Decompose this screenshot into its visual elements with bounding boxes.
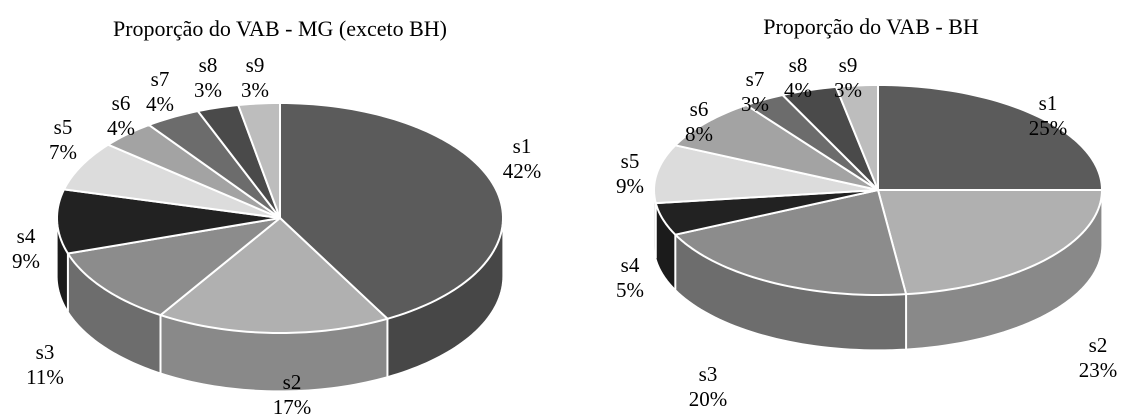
pie-0-slice-s3 bbox=[66, 217, 281, 317]
pie-1-label-s9: s9 bbox=[839, 53, 858, 77]
pie-1-slice-s7 bbox=[745, 93, 879, 191]
pie-0-value-s6: 4% bbox=[107, 116, 135, 140]
pie-0-value-s9: 3% bbox=[241, 78, 269, 102]
pie-0-value-s1: 42% bbox=[503, 159, 542, 183]
pie-1-slice-s5 bbox=[653, 144, 879, 205]
pie-1-slice-s8 bbox=[781, 85, 879, 191]
pie-1-label-s7: s7 bbox=[746, 67, 765, 91]
chart-title-bh: Proporção do VAB - BH bbox=[763, 14, 979, 39]
pie-1-value-s3: 20% bbox=[689, 387, 728, 411]
pie-1-value-s7: 3% bbox=[741, 92, 769, 116]
pie-0-value-s3: 11% bbox=[26, 365, 64, 389]
pie-1-slice-s2 bbox=[877, 189, 1103, 296]
pie-0-slice-s7 bbox=[147, 110, 281, 219]
pie-0-slice-s1 bbox=[279, 102, 504, 320]
pie-0-label-s8: s8 bbox=[199, 53, 218, 77]
pie-1-label-s2: s2 bbox=[1089, 333, 1108, 357]
pie-0-slice-s2 bbox=[159, 217, 389, 334]
pie-0-value-s7: 4% bbox=[146, 92, 174, 116]
pie-0-value-s5: 7% bbox=[49, 140, 77, 164]
pie-0-value-s4: 9% bbox=[12, 249, 40, 273]
pie-1-value-s4: 5% bbox=[616, 278, 644, 302]
pie-1-value-s5: 9% bbox=[616, 174, 644, 198]
pie-1-label-s6: s6 bbox=[690, 97, 709, 121]
pie-0-label-s3: s3 bbox=[36, 340, 55, 364]
pie-1-label-s3: s3 bbox=[699, 362, 718, 386]
pie-1-label-s1: s1 bbox=[1039, 91, 1058, 115]
pie-0-slice-s8 bbox=[196, 104, 281, 219]
pie-0-slice-s9 bbox=[237, 102, 281, 219]
pie-1-slice-s9 bbox=[835, 84, 879, 191]
pie-0-label-s7: s7 bbox=[151, 67, 170, 91]
pie-1-slice-s4 bbox=[654, 189, 879, 236]
pie-0-slice-s4 bbox=[56, 188, 281, 255]
pie-0-label-s9: s9 bbox=[246, 53, 265, 77]
pie-0-label-s6: s6 bbox=[112, 91, 131, 115]
pie-0-label-s5: s5 bbox=[54, 115, 73, 139]
pie-1-value-s1: 25% bbox=[1029, 116, 1068, 140]
pie-1-slice-s3 bbox=[674, 189, 908, 296]
pie-0-label-s2: s2 bbox=[283, 370, 302, 394]
pie-0-label-s4: s4 bbox=[17, 224, 36, 248]
pie-1-value-s6: 8% bbox=[685, 122, 713, 146]
pie-1-label-s4: s4 bbox=[621, 253, 640, 277]
chart-title-mg: Proporção do VAB - MG (exceto BH) bbox=[113, 16, 447, 41]
pie-1-value-s2: 23% bbox=[1079, 358, 1118, 382]
pie-0-value-s2: 17% bbox=[273, 395, 312, 417]
pie-0-label-s1: s1 bbox=[513, 134, 532, 158]
pie-1-slice-s1 bbox=[877, 84, 1103, 191]
pie-1-value-s8: 4% bbox=[784, 78, 812, 102]
pie-0-value-s8: 3% bbox=[194, 78, 222, 102]
pie-0-slice-s5 bbox=[63, 143, 281, 219]
pie-1-label-s8: s8 bbox=[789, 53, 808, 77]
pie-1-value-s9: 3% bbox=[834, 78, 862, 102]
pie-1-slice-s6 bbox=[674, 104, 879, 191]
pie-1-label-s5: s5 bbox=[621, 149, 640, 173]
pie-0-slice-s6 bbox=[107, 123, 281, 219]
